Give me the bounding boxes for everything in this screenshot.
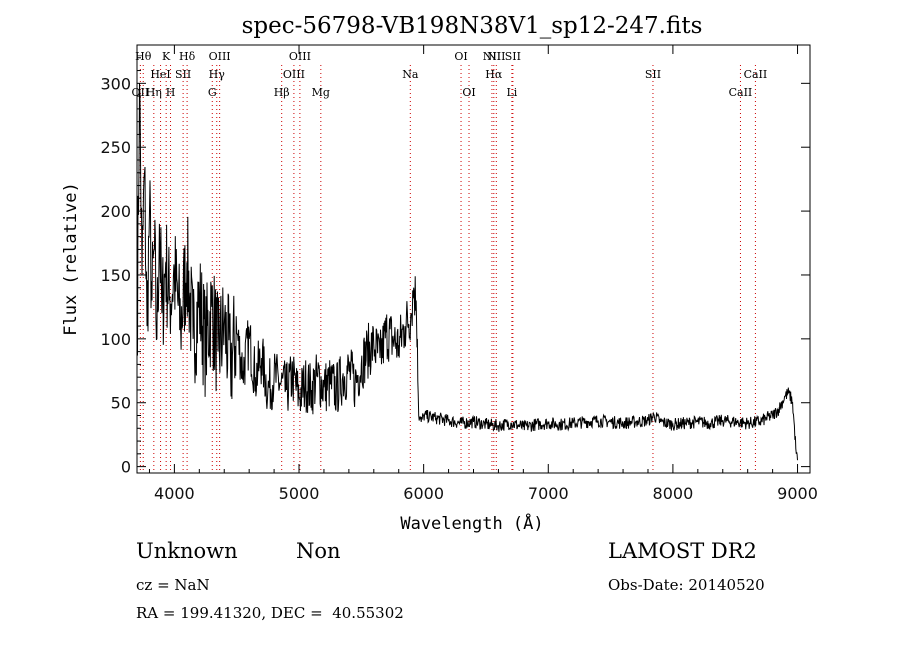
x-tick-label: 5000 <box>279 484 320 503</box>
survey-release: LAMOST DR2 <box>608 539 757 563</box>
spectral-line-labels: OIIHθHηKHeIHSIIHδGHγOIIIHβOIIIOIIIMgNaOI… <box>132 50 768 99</box>
spectral-line-label: Hθ <box>135 50 152 63</box>
spectral-line-label: G <box>208 86 217 99</box>
y-tick-label: 50 <box>111 394 131 413</box>
object-subclass: Non <box>296 539 341 563</box>
spectral-line-label: OI <box>462 86 475 99</box>
spectral-line-label: Hα <box>485 68 503 81</box>
y-tick-label: 200 <box>100 202 131 221</box>
spectral-line-label: CaII <box>729 86 753 99</box>
x-tick-label: 9000 <box>777 484 818 503</box>
chart-title: spec-56798-VB198N38V1_sp12-247.fits <box>242 13 703 39</box>
spectral-line-markers <box>139 65 756 473</box>
spectral-line-label: OIII <box>209 50 231 63</box>
spectral-line-label: Hβ <box>274 86 290 99</box>
spectral-line-label: Na <box>402 68 419 81</box>
spectrum-series-line <box>136 83 798 461</box>
spectral-line-label: OIII <box>283 68 305 81</box>
spectral-line-label: H <box>166 86 176 99</box>
spectral-line-label: SII <box>645 68 661 81</box>
spectral-line-label: Hδ <box>179 50 196 63</box>
x-tick-label: 4000 <box>154 484 195 503</box>
redshift-cz: cz = NaN <box>136 576 210 594</box>
spectral-line-label: Li <box>506 86 517 99</box>
x-axis-label: Wavelength (Å) <box>400 512 543 534</box>
y-tick-label: 0 <box>121 458 131 477</box>
spectral-line-label: Mg <box>312 86 330 99</box>
spectral-line-label: SII <box>175 68 191 81</box>
ra-dec-coordinates: RA = 199.41320, DEC = 40.55302 <box>136 604 404 622</box>
spectral-line-label: OIII <box>289 50 311 63</box>
spectral-line-label: Hη <box>146 86 162 99</box>
spectral-line-label: Hγ <box>209 68 226 81</box>
x-tick-label: 7000 <box>528 484 569 503</box>
axis-ticks: 4000 5000 6000 7000 8000 9000 0 50 100 150 200 250 3… <box>100 45 818 503</box>
y-tick-label: 150 <box>100 266 131 285</box>
y-tick-label: 300 <box>100 74 131 93</box>
y-axis-label: Flux (relative) <box>61 182 81 336</box>
spectral-line-label: NII <box>483 50 501 63</box>
y-tick-label: 100 <box>100 330 131 349</box>
y-tick-label: 250 <box>100 138 131 157</box>
spectral-line-label: CaII <box>744 68 768 81</box>
spectral-line-label: OI <box>454 50 467 63</box>
object-class: Unknown <box>136 539 238 563</box>
spectral-line-label: SII <box>505 50 521 63</box>
x-tick-label: 6000 <box>403 484 444 503</box>
x-tick-label: 8000 <box>653 484 694 503</box>
plot-frame <box>136 44 811 474</box>
spectral-line-label: HeI <box>150 68 170 81</box>
spectral-line-label: K <box>162 50 171 63</box>
spectral-line-label: NII <box>487 50 505 63</box>
observation-date: Obs-Date: 20140520 <box>608 576 765 594</box>
